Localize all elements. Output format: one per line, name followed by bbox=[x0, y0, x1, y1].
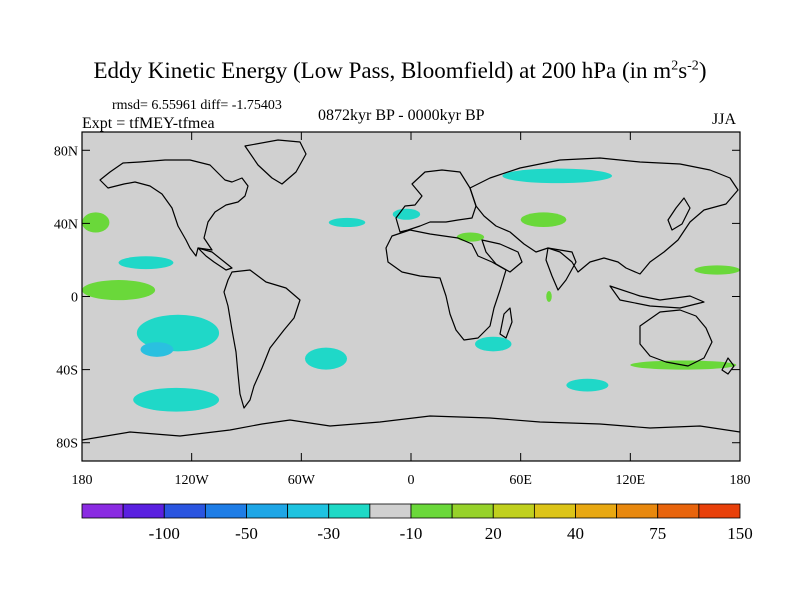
southern-ocean-pacific-negative bbox=[133, 387, 220, 412]
west-pacific-positive bbox=[694, 265, 740, 275]
coast-japan bbox=[667, 197, 691, 231]
colorbar-label: -50 bbox=[235, 524, 258, 543]
lon-tick-label: 60E bbox=[509, 473, 532, 488]
coast-australia bbox=[639, 309, 713, 367]
coast-new-zealand bbox=[721, 357, 735, 375]
colorbar-swatch bbox=[246, 503, 289, 519]
colorbar-label: 40 bbox=[567, 524, 584, 543]
colorbar-swatch bbox=[369, 503, 412, 519]
coast-north-america bbox=[99, 159, 249, 257]
colorbar-swatch bbox=[451, 503, 494, 519]
coast-central-america bbox=[197, 247, 233, 271]
coast-africa bbox=[385, 229, 507, 341]
coast-madagascar bbox=[499, 307, 513, 339]
season-label: JJA bbox=[712, 111, 737, 128]
coastlines bbox=[82, 139, 740, 441]
north-atlantic-negative bbox=[328, 217, 366, 228]
central-pacific-south-negative bbox=[136, 314, 220, 352]
lon-tick-label: 120E bbox=[616, 473, 646, 488]
mediterranean-positive bbox=[456, 232, 485, 242]
colorbar-label: 75 bbox=[649, 524, 666, 543]
lat-tick-label: 40N bbox=[54, 217, 78, 232]
colorbar-swatch bbox=[163, 503, 206, 519]
colorbar-swatch bbox=[122, 503, 165, 519]
colorbar-label: -100 bbox=[149, 524, 180, 543]
colorbar-label: 20 bbox=[485, 524, 502, 543]
latitude-axis: 80N 40N 0 40S 80S bbox=[54, 144, 740, 452]
eastern-pacific-positive bbox=[82, 212, 110, 233]
colorbar-swatch bbox=[410, 503, 453, 519]
arctic-siberia-negative bbox=[502, 168, 613, 184]
colorbar-swatch bbox=[616, 503, 659, 519]
lat-tick-label: 0 bbox=[71, 291, 78, 306]
coast-asia bbox=[469, 157, 739, 275]
lat-tick-label: 80N bbox=[54, 144, 78, 159]
indian-ocean-positive bbox=[546, 291, 552, 302]
colorbar-swatch bbox=[492, 503, 535, 519]
equatorial-pacific-positive bbox=[82, 280, 156, 301]
central-asia-positive bbox=[520, 212, 567, 228]
southern-indian-negative bbox=[566, 378, 609, 392]
colorbar-swatch bbox=[287, 503, 330, 519]
coast-greenland bbox=[244, 139, 307, 185]
coast-europe bbox=[395, 169, 477, 233]
lat-tick-label: 40S bbox=[56, 364, 78, 379]
coast-arabia bbox=[481, 239, 523, 273]
colorbar-swatch bbox=[575, 503, 618, 519]
coast-indonesia bbox=[609, 285, 705, 309]
colorbar-swatch bbox=[657, 503, 700, 519]
colorbar-label: -10 bbox=[400, 524, 423, 543]
lon-tick-label: 60W bbox=[288, 473, 316, 488]
lon-tick-label: 180 bbox=[72, 473, 93, 488]
colorbar: -100 -50 -30 -10 20 40 75 150 bbox=[81, 503, 753, 543]
lon-tick-label: 180 bbox=[730, 473, 751, 488]
coast-antarctica bbox=[82, 415, 740, 441]
anomaly-regions bbox=[82, 168, 740, 412]
colorbar-swatch bbox=[328, 503, 371, 519]
europe-negative bbox=[392, 208, 421, 220]
south-atlantic-negative bbox=[304, 347, 348, 370]
north-pacific-negative bbox=[118, 256, 174, 270]
colorbar-swatch bbox=[81, 503, 124, 519]
colorbar-swatch bbox=[533, 503, 576, 519]
lon-tick-label: 0 bbox=[408, 473, 415, 488]
colorbar-swatch bbox=[204, 503, 247, 519]
colorbar-label: -30 bbox=[317, 524, 340, 543]
experiment-label: Expt = tfMEY-tfmea bbox=[82, 115, 215, 132]
longitude-axis: 180 120W 60W 0 60E 120E 180 bbox=[72, 132, 751, 488]
colorbar-label: 150 bbox=[727, 524, 753, 543]
coast-india bbox=[545, 247, 577, 291]
southwest-indian-negative bbox=[474, 336, 512, 352]
plot-title: Eddy Kinetic Energy (Low Pass, Bloomfiel… bbox=[93, 58, 707, 83]
southeast-pacific-strong-negative bbox=[140, 342, 174, 357]
period-label: 0872kyr BP - 0000kyr BP bbox=[318, 107, 485, 124]
lat-tick-label: 80S bbox=[56, 437, 78, 452]
colorbar-swatch bbox=[698, 503, 741, 519]
coast-south-america bbox=[223, 269, 301, 409]
stats-label: rmsd= 6.55961 diff= -1.75403 bbox=[112, 98, 282, 113]
lon-tick-label: 120W bbox=[175, 473, 210, 488]
